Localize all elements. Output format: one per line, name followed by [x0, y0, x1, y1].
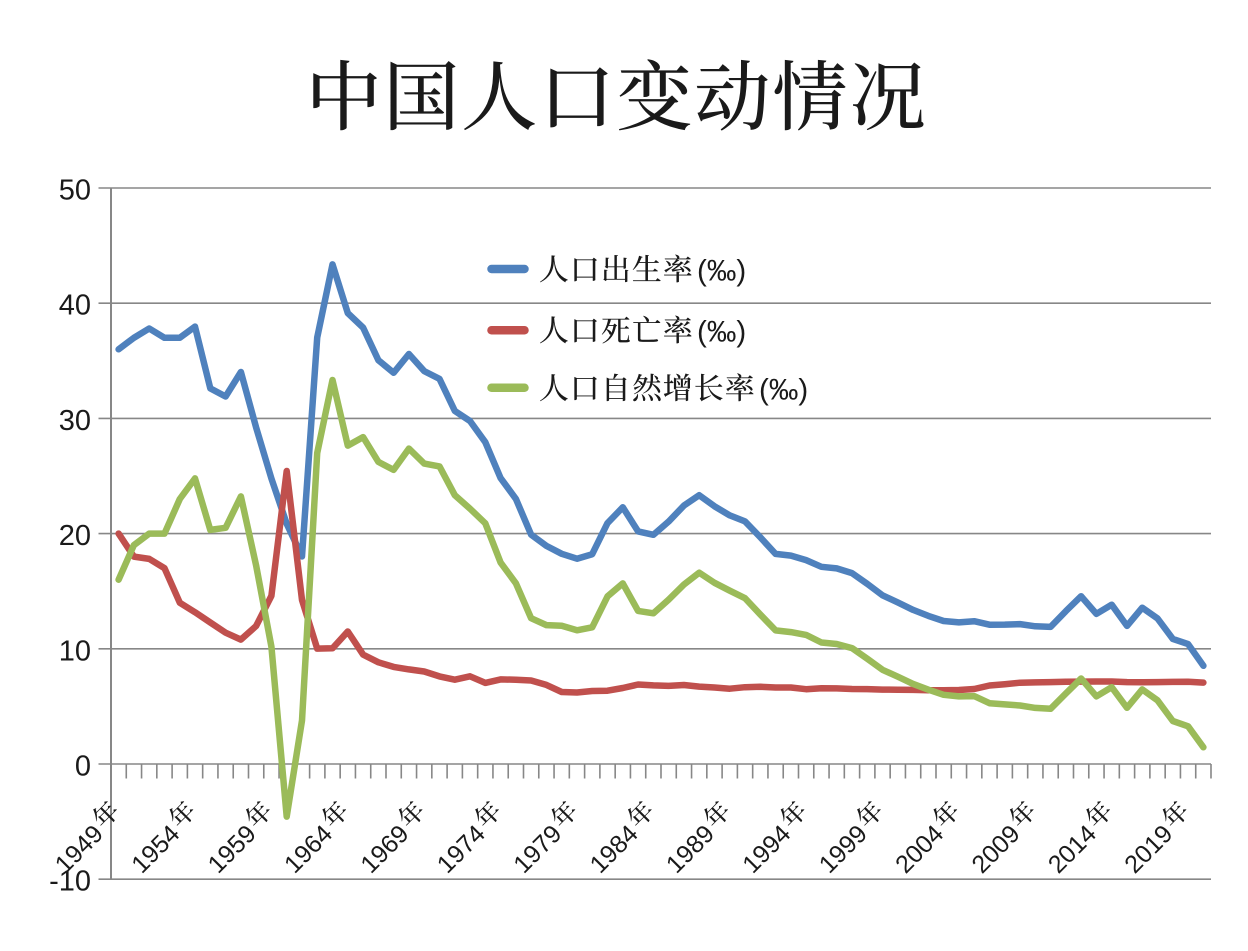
svg-text:20: 20 [59, 520, 91, 552]
svg-text:-10: -10 [49, 866, 91, 898]
svg-text:30: 30 [59, 405, 91, 437]
svg-text:(‰): (‰) [759, 373, 808, 406]
svg-text:(‰): (‰) [697, 255, 746, 288]
svg-text:40: 40 [59, 290, 91, 322]
svg-text:10: 10 [59, 635, 91, 667]
svg-text:0: 0 [75, 751, 91, 783]
svg-text:(‰): (‰) [697, 316, 746, 349]
svg-text:50: 50 [59, 175, 91, 207]
